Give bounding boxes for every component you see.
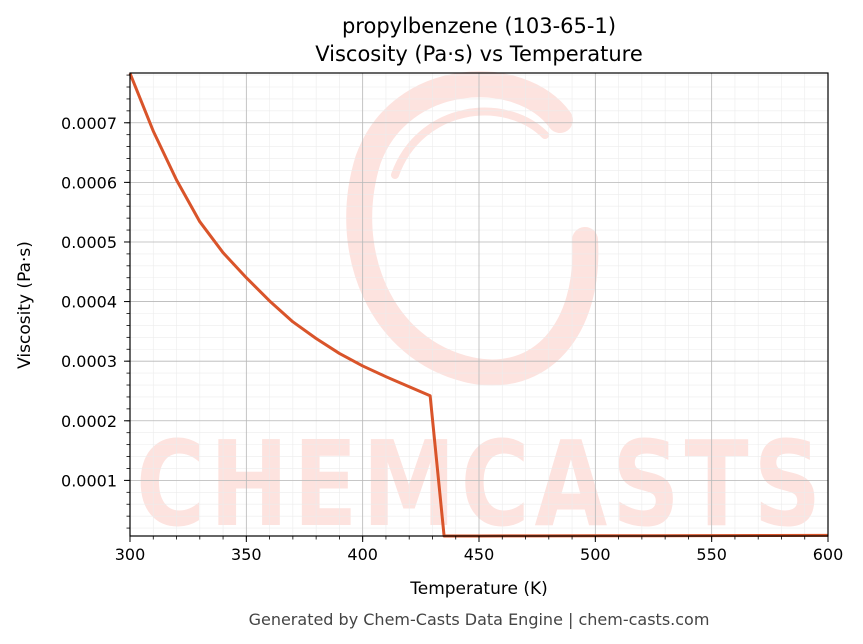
x-axis-ticks: 300 350 400 450 500 550 600 [115,536,844,564]
y-tick-label: 0.0003 [61,352,117,371]
y-tick-label: 0.0002 [61,412,117,431]
y-axis-label: Viscosity (Pa·s) [15,241,35,369]
footer-credit: Generated by Chem-Casts Data Engine | ch… [249,610,710,629]
chart-title: propylbenzene (103-65-1) [342,14,616,38]
x-tick-label: 500 [580,545,611,564]
y-tick-label: 0.0004 [61,293,117,312]
x-tick-label: 600 [813,545,844,564]
x-tick-label: 300 [115,545,146,564]
y-tick-label: 0.0007 [61,114,117,133]
x-tick-label: 450 [464,545,495,564]
y-tick-label: 0.0001 [61,471,117,490]
y-tick-label: 0.0006 [61,173,117,192]
x-axis-label: Temperature (K) [409,579,548,599]
watermark-logo: CHEMCASTS [136,71,826,553]
y-tick-label: 0.0005 [61,233,117,252]
watermark-swoosh [346,71,599,386]
x-tick-label: 400 [347,545,378,564]
watermark-text: CHEMCASTS [136,415,826,553]
y-axis-ticks: 0.0001 0.0002 0.0003 0.0004 0.0005 0.0006 0.00… [61,74,130,529]
x-tick-label: 550 [696,545,727,564]
chart-subtitle: Viscosity (Pa·s) vs Temperature [315,42,643,66]
x-tick-label: 350 [231,545,262,564]
